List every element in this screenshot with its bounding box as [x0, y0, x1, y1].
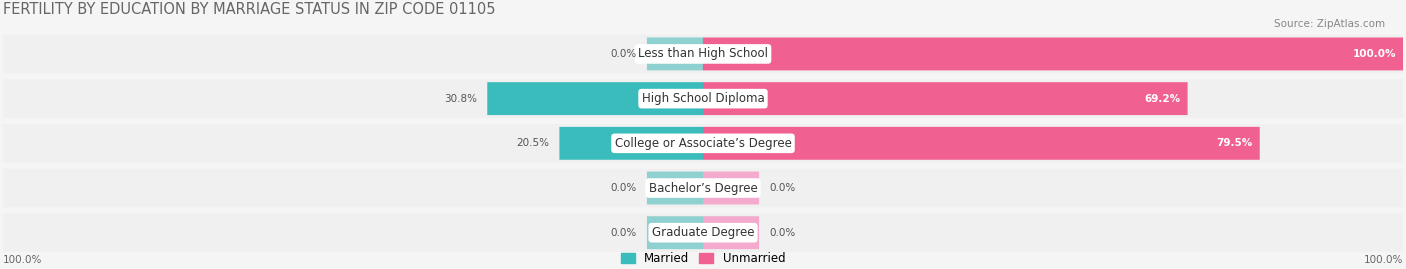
FancyBboxPatch shape: [488, 82, 703, 115]
Text: 30.8%: 30.8%: [444, 94, 477, 104]
Text: 100.0%: 100.0%: [1364, 255, 1403, 265]
Text: College or Associate’s Degree: College or Associate’s Degree: [614, 137, 792, 150]
Text: 100.0%: 100.0%: [1353, 49, 1396, 59]
Text: 0.0%: 0.0%: [769, 228, 796, 238]
FancyBboxPatch shape: [703, 172, 759, 204]
Text: 0.0%: 0.0%: [769, 183, 796, 193]
FancyBboxPatch shape: [703, 216, 759, 249]
Text: Bachelor’s Degree: Bachelor’s Degree: [648, 182, 758, 194]
Legend: Married, Unmarried: Married, Unmarried: [620, 252, 786, 265]
Text: 69.2%: 69.2%: [1144, 94, 1181, 104]
FancyBboxPatch shape: [703, 37, 1403, 70]
Text: Less than High School: Less than High School: [638, 47, 768, 61]
Text: 0.0%: 0.0%: [610, 183, 637, 193]
Text: FERTILITY BY EDUCATION BY MARRIAGE STATUS IN ZIP CODE 01105: FERTILITY BY EDUCATION BY MARRIAGE STATU…: [3, 2, 495, 17]
FancyBboxPatch shape: [647, 216, 703, 249]
FancyBboxPatch shape: [560, 127, 703, 160]
FancyBboxPatch shape: [3, 124, 1403, 162]
Text: 20.5%: 20.5%: [516, 138, 548, 148]
FancyBboxPatch shape: [3, 169, 1403, 207]
FancyBboxPatch shape: [703, 82, 1188, 115]
Text: 0.0%: 0.0%: [610, 228, 637, 238]
FancyBboxPatch shape: [647, 37, 703, 70]
FancyBboxPatch shape: [3, 214, 1403, 252]
FancyBboxPatch shape: [703, 127, 1260, 160]
Text: Source: ZipAtlas.com: Source: ZipAtlas.com: [1274, 19, 1385, 29]
FancyBboxPatch shape: [647, 172, 703, 204]
FancyBboxPatch shape: [3, 35, 1403, 73]
Text: 0.0%: 0.0%: [610, 49, 637, 59]
Text: 79.5%: 79.5%: [1216, 138, 1253, 148]
FancyBboxPatch shape: [3, 79, 1403, 118]
Text: High School Diploma: High School Diploma: [641, 92, 765, 105]
Text: Graduate Degree: Graduate Degree: [652, 226, 754, 239]
Text: 100.0%: 100.0%: [3, 255, 42, 265]
